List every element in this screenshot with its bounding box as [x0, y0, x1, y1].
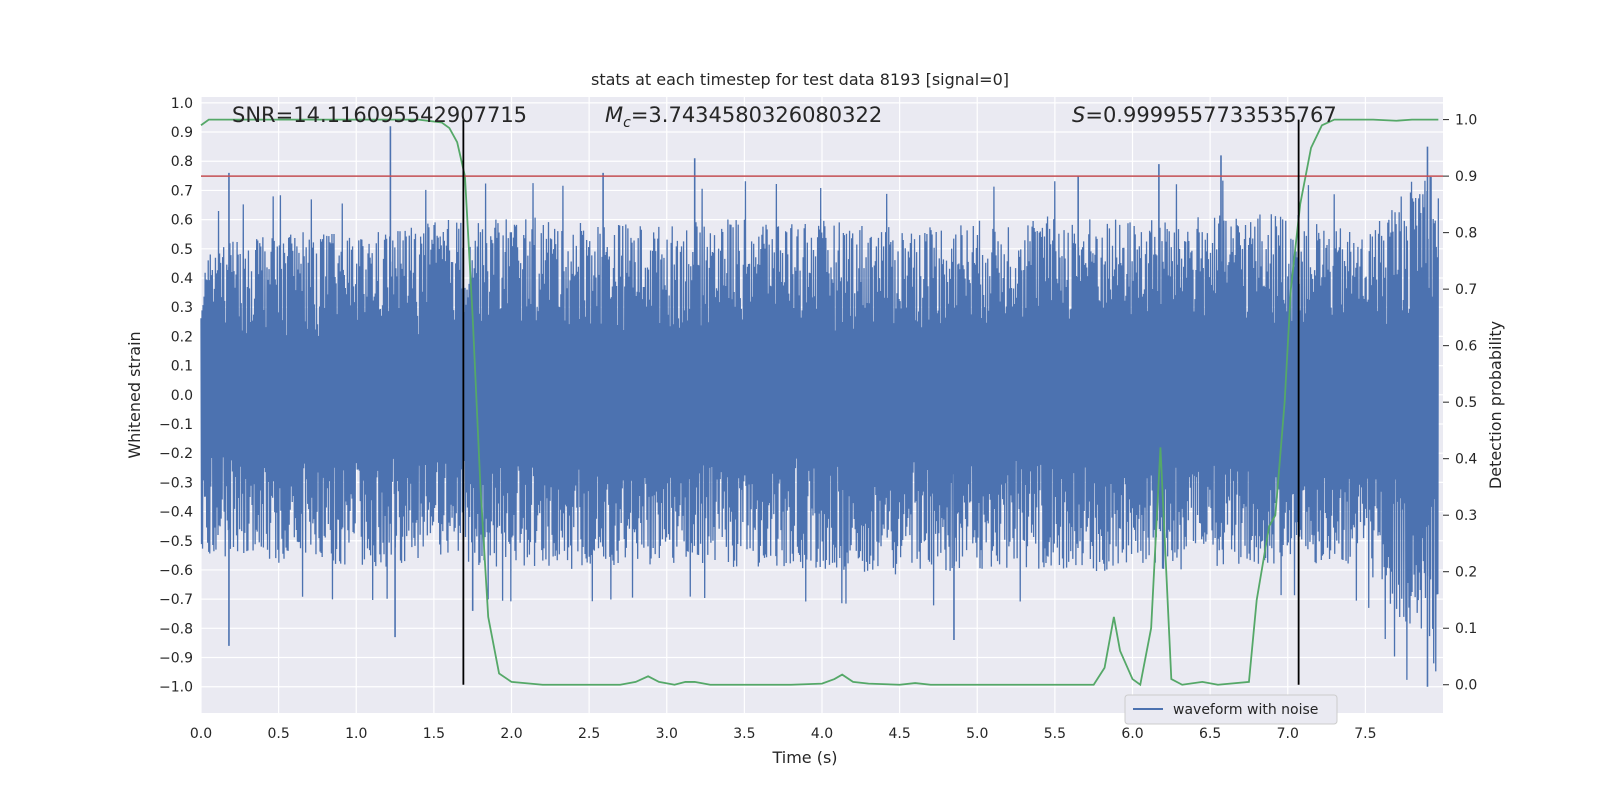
y-tick-label-left: 0.4	[171, 271, 193, 287]
y-tick-label-left: 0.0	[171, 388, 193, 404]
y-tick-label-left: −0.5	[159, 534, 193, 550]
s-annotation: S=0.9999557733535767	[1072, 103, 1337, 127]
y-tick-label-left: −0.8	[159, 621, 193, 637]
y-tick-label-left: 0.6	[171, 213, 193, 229]
x-tick-label: 3.5	[733, 726, 755, 742]
y-tick-label-right: 0.7	[1455, 282, 1477, 298]
x-tick-label: 6.5	[1199, 726, 1221, 742]
y-tick-label-left: −0.7	[159, 592, 193, 608]
x-tick-label: 4.0	[811, 726, 833, 742]
chirp-mass-annotation: Mc=3.7434580326080322	[605, 103, 882, 131]
x-tick-label: 2.5	[578, 726, 600, 742]
x-tick-label: 2.0	[500, 726, 522, 742]
y-tick-label-left: 0.1	[171, 359, 193, 375]
y-tick-label-left: −0.9	[159, 651, 193, 667]
waveform-series	[200, 126, 1439, 687]
y-tick-label-left: −0.3	[159, 475, 193, 491]
detection-probability-line	[200, 118, 1439, 687]
x-axis-label: Time (s)	[771, 748, 837, 767]
x-tick-label: 5.0	[966, 726, 988, 742]
vertical-markers	[462, 119, 1300, 685]
chart-title: stats at each timestep for test data 819…	[591, 70, 1009, 89]
y-tick-label-left: 0.5	[171, 242, 193, 258]
y-tick-label-left: −1.0	[159, 680, 193, 696]
y-tick-label-right: 0.3	[1455, 508, 1477, 524]
legend-box	[1124, 694, 1338, 725]
y-tick-label-left: 1.0	[171, 96, 193, 112]
y-tick-label-left: −0.4	[159, 505, 193, 521]
y-tick-label-left: 0.9	[171, 125, 193, 141]
y-tick-label-left: −0.2	[159, 446, 193, 462]
chirp-mass-subscript: c	[623, 115, 631, 131]
s-value: =0.9999557733535767	[1085, 103, 1336, 127]
x-tick-label: 4.5	[888, 726, 910, 742]
y-tick-label-right: 0.2	[1455, 565, 1477, 581]
y-tick-label-left: −0.1	[159, 417, 193, 433]
y-tick-label-right: 0.4	[1455, 452, 1477, 468]
x-tick-label: 3.0	[656, 726, 678, 742]
y-axis-label-left: Whitened strain	[125, 331, 144, 458]
y-axis-label-right: Detection probability	[1486, 321, 1505, 489]
x-tick-label: 6.0	[1121, 726, 1143, 742]
y-tick-label-right: 0.6	[1455, 339, 1477, 355]
x-tick-label: 7.0	[1277, 726, 1299, 742]
y-tick-label-right: 0.1	[1455, 621, 1477, 637]
y-tick-label-left: −0.6	[159, 563, 193, 579]
snr-annotation: SNR=14.116095542907715	[232, 103, 527, 127]
x-tick-label: 1.0	[345, 726, 367, 742]
chirp-mass-symbol: M	[605, 103, 623, 127]
x-tick-label: 0.0	[190, 726, 212, 742]
y-tick-label-right: 0.8	[1455, 226, 1477, 242]
y-tick-label-left: 0.2	[171, 329, 193, 345]
chirp-mass-value: =3.7434580326080322	[631, 103, 882, 127]
y-tick-label-right: 0.0	[1455, 678, 1477, 694]
y-tick-label-right: 1.0	[1455, 113, 1477, 129]
y-ticks-left: 1.0 0.9 0.8 0.7 0.6 0.5 0.4 0.3 0.2 0.1 0.0 −0.1 −0.…	[159, 96, 193, 696]
y-tick-label-right: 0.9	[1455, 169, 1477, 185]
s-symbol: S	[1072, 103, 1085, 127]
legend: waveform with noise	[1124, 694, 1338, 725]
x-ticks: 0.0 0.5 1.0 1.5 2.0 2.5 3.0 3.5 4.0 4.5 5.0 5.5 6.0 6…	[190, 726, 1377, 742]
legend-label-waveform: waveform with noise	[1173, 702, 1318, 718]
x-tick-label: 0.5	[267, 726, 289, 742]
y-tick-label-left: 0.7	[171, 183, 193, 199]
x-tick-label: 1.5	[423, 726, 445, 742]
x-tick-label: 7.5	[1354, 726, 1376, 742]
x-tick-label: 5.5	[1044, 726, 1066, 742]
y-tick-label-left: 0.3	[171, 300, 193, 316]
y-tick-label-right: 0.5	[1455, 395, 1477, 411]
y-tick-label-left: 0.8	[171, 154, 193, 170]
waveform-trace	[200, 176, 1439, 680]
y-ticks-right: 1.0 0.9 0.8 0.7 0.6 0.5 0.4 0.3 0.2 0.1 0.0	[1443, 113, 1477, 694]
